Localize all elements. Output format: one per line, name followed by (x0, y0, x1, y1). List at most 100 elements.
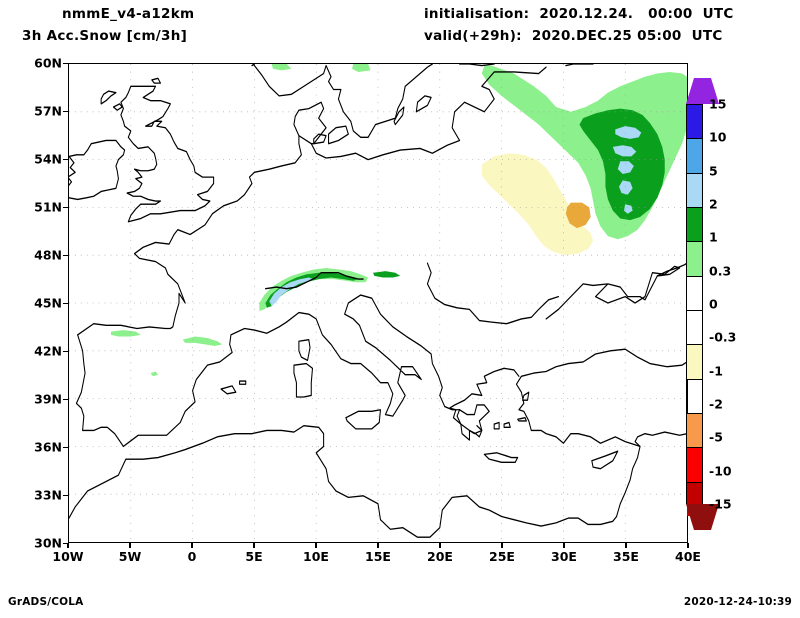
aegean-isl-b (522, 391, 530, 401)
timestamp-label: 2020-12-24-10:39 (683, 596, 792, 608)
colorbar-tick-label: -5 (709, 429, 723, 445)
lat-tick-label: 54N (34, 151, 62, 167)
chart-header: nmmE_v4-a12km 3h Acc.Snow [cm/3h] initia… (0, 0, 800, 56)
lat-tick-label: 33N (34, 487, 62, 503)
lat-tick-mark (63, 62, 68, 64)
lat-tick-label: 39N (34, 391, 62, 407)
colorbar-band (687, 380, 702, 414)
lon-tick-mark (439, 543, 441, 548)
lon-tick-mark (501, 543, 503, 548)
colorbar-band (687, 413, 702, 449)
colorbar-tick-label: 5 (709, 163, 718, 179)
lon-tick-mark (625, 543, 627, 548)
aegean-isl-c (493, 421, 500, 430)
alps-east-green (373, 271, 401, 278)
colorbar-extend-bottom (686, 504, 719, 530)
orkney (151, 77, 161, 84)
colorbar-band (687, 207, 702, 243)
lat-tick-mark (63, 206, 68, 208)
ukraine-orange-core (565, 202, 591, 229)
lon-tick-mark (563, 543, 565, 548)
skye (112, 103, 123, 111)
field-name-label: 3h Acc.Snow [cm/3h] (22, 28, 188, 44)
colorbar-band (687, 139, 702, 174)
lon-tick-label: 30E (551, 549, 577, 564)
alps-dark-green (265, 272, 359, 308)
colorbar-tick-label: -1 (709, 363, 723, 379)
ireland (69, 139, 126, 201)
colorbar-band (687, 105, 702, 140)
colorbar-tick-label: -10 (709, 463, 732, 479)
colorbar-band (687, 242, 702, 277)
great-britain (120, 85, 215, 223)
cyprus (591, 450, 619, 470)
sardinia (293, 362, 314, 398)
colorbar[interactable] (686, 104, 703, 516)
corsica (298, 338, 311, 362)
russia-blue-core-d (619, 180, 633, 195)
colorbar-tick-label: -0.3 (709, 329, 737, 345)
lat-tick-mark (63, 110, 68, 112)
lon-tick-mark (253, 543, 255, 548)
peloponnese-extra (456, 409, 483, 438)
norway-north-coast (251, 64, 255, 67)
lat-tick-mark (63, 494, 68, 496)
russia-blue-core-e (623, 204, 633, 214)
valid-time-label: valid(+29h): 2020.DEC.25 05:00 UTC (424, 28, 723, 44)
lat-tick-mark (63, 254, 68, 256)
balearics (220, 385, 237, 395)
azov-extra (656, 262, 687, 277)
denmark-jutland (293, 101, 327, 145)
lat-tick-mark (63, 350, 68, 352)
black-sea-north (545, 265, 681, 320)
norway-sweden (252, 64, 433, 138)
oland (393, 106, 405, 126)
chart-footer: GrADS/COLA 2020-12-24-10:39 (0, 596, 800, 618)
colorbar-tick-label: 15 (709, 96, 727, 112)
colorbar-tick-label: 1 (709, 229, 718, 245)
lat-tick-mark (63, 158, 68, 160)
hebrides (100, 90, 117, 105)
producer-label: GrADS/COLA (8, 596, 84, 608)
iberia-spot (150, 371, 158, 377)
colorbar-band (687, 173, 702, 208)
lake-ladoga (565, 64, 594, 67)
colorbar-band (687, 276, 702, 311)
gotland (415, 95, 432, 113)
map-canvas (69, 64, 687, 542)
colorbar-band (687, 310, 702, 346)
russia-blue-core-a (615, 126, 642, 139)
russia-blue-core-b (612, 145, 637, 157)
iberia-coast (77, 66, 547, 336)
lon-tick-mark (129, 543, 131, 548)
lat-tick-label: 48N (34, 247, 62, 263)
russia-blue-core-c (617, 161, 634, 174)
lat-tick-label: 45N (34, 295, 62, 311)
menorca (239, 380, 247, 385)
lat-tick-label: 51N (34, 199, 62, 215)
norway-green-b (352, 64, 371, 72)
lat-tick-mark (63, 446, 68, 448)
lon-tick-mark (315, 543, 317, 548)
colorbar-band (687, 448, 702, 483)
lat-tick-mark (63, 398, 68, 400)
lon-tick-label: 15E (365, 549, 391, 564)
lon-tick-label: 25E (489, 549, 515, 564)
turkey-south (515, 348, 687, 448)
lon-tick-label: 35E (613, 549, 639, 564)
norway-green-a (271, 64, 292, 71)
lon-tick-label: 5E (245, 549, 263, 564)
finland-coast (459, 64, 495, 67)
colorbar-tick-label: -15 (709, 496, 732, 512)
aegean-isl-d (517, 417, 527, 422)
lon-tick-label: 40E (675, 549, 701, 564)
lon-tick-mark (67, 543, 69, 548)
lat-tick-label: 30N (34, 535, 62, 551)
map-plot-area (68, 63, 688, 543)
north-africa (69, 425, 618, 538)
lon-tick-label: 5W (118, 549, 142, 564)
lon-tick-mark (191, 543, 193, 548)
cantabrian-green (111, 330, 141, 337)
lon-tick-label: 10W (52, 549, 84, 564)
portugal-west (75, 294, 443, 448)
